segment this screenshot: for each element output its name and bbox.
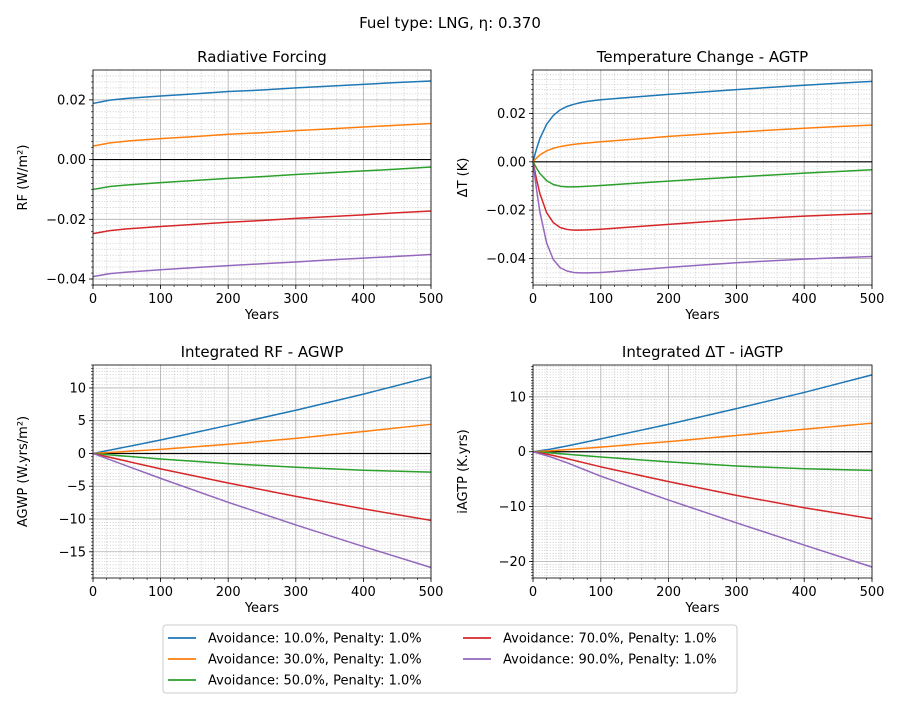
series-line-4: [92, 452, 432, 522]
x-tick-label: 0: [529, 585, 537, 600]
series-line-5: [92, 452, 432, 569]
series-line-3: [92, 452, 432, 473]
y-tick-label: −20: [499, 555, 526, 570]
x-axis-label: Years: [244, 601, 280, 616]
series-line-1: [532, 80, 873, 162]
series-line-3: [532, 161, 873, 188]
x-tick-label: 0: [89, 292, 97, 307]
y-tick-label: 0: [518, 445, 526, 460]
x-tick-label: 500: [860, 585, 885, 600]
y-axis-label: AGWP (W.yrs/m²): [16, 416, 31, 527]
y-axis-label: RF (W/m²): [16, 145, 31, 211]
x-tick-label: 100: [148, 292, 173, 307]
x-tick-label: 300: [724, 292, 749, 307]
x-tick-label: 200: [216, 585, 241, 600]
x-tick-label: 300: [283, 585, 308, 600]
x-tick-label: 300: [724, 585, 749, 600]
x-axis-label: Years: [684, 601, 720, 616]
y-tick-label: −0.04: [46, 273, 86, 288]
x-tick-label: 0: [529, 292, 537, 307]
panel-1: 0 100 200 300 400 500 −0.04 −0.02 0.00 0.02 Radiat…: [16, 48, 443, 323]
series-line-2: [532, 422, 873, 453]
series-line-3: [92, 166, 432, 191]
x-tick-label: 0: [89, 585, 97, 600]
x-tick-label: 500: [419, 585, 444, 600]
legend-item: Avoidance: 70.0%, Penalty: 1.0%: [463, 632, 717, 647]
series-line-1: [92, 80, 432, 105]
x-axis-label: Years: [684, 308, 720, 323]
x-tick-label: 400: [792, 585, 817, 600]
y-tick-label: 10: [509, 390, 526, 405]
y-axis-label: iAGTP (K.yrs): [456, 429, 471, 513]
axes-frame: [92, 364, 432, 579]
y-tick-label: −0.04: [486, 252, 526, 267]
series-line-2: [92, 122, 432, 147]
panel-title: Integrated ΔT - iAGTP: [622, 343, 783, 361]
panel-title: Integrated RF - AGWP: [181, 343, 344, 361]
series-line-4: [92, 210, 432, 235]
axes-frame: [532, 364, 873, 579]
x-tick-label: 400: [792, 292, 817, 307]
legend: Avoidance: 10.0%, Penalty: 1.0% Avoidance…: [162, 624, 738, 694]
x-tick-label: 400: [351, 585, 376, 600]
series-line-2: [532, 124, 873, 163]
x-tick-label: 200: [656, 585, 681, 600]
x-axis-label: Years: [244, 308, 280, 323]
series-line-4: [532, 451, 873, 520]
y-tick-label: 0.02: [57, 93, 86, 108]
x-tick-label: 300: [283, 292, 308, 307]
panel-4: 0 100 200 300 400 500 −20 −10 0 10 Integrated ΔT -…: [456, 343, 884, 616]
y-tick-label: 10: [69, 381, 86, 396]
y-tick-label: −10: [499, 500, 526, 515]
figure-title: Fuel type: LNG, η: 0.370: [359, 14, 541, 32]
legend-item: Avoidance: 90.0%, Penalty: 1.0%: [463, 653, 717, 668]
y-tick-label: 0.02: [497, 107, 526, 122]
axes-frame: [532, 69, 873, 286]
legend-label: Avoidance: 50.0%, Penalty: 1.0%: [208, 674, 422, 689]
y-tick-label: −0.02: [46, 213, 86, 228]
y-tick-label: −0.02: [486, 204, 526, 219]
x-tick-label: 500: [860, 292, 885, 307]
legend-frame: [162, 624, 738, 694]
y-tick-label: 0: [78, 447, 86, 462]
panel-title: Temperature Change - AGTP: [596, 48, 808, 66]
x-tick-label: 100: [588, 292, 613, 307]
y-tick-label: 5: [78, 414, 86, 429]
y-tick-label: 0.00: [497, 155, 526, 170]
legend-label: Avoidance: 70.0%, Penalty: 1.0%: [503, 632, 717, 647]
x-tick-label: 400: [351, 292, 376, 307]
legend-item: Avoidance: 30.0%, Penalty: 1.0%: [168, 653, 422, 668]
axes-background: [93, 365, 431, 578]
y-tick-label: −5: [67, 480, 86, 495]
y-tick-label: −15: [59, 545, 86, 560]
series-line-2: [92, 423, 432, 455]
series-line-1: [92, 376, 432, 455]
series-line-5: [92, 253, 432, 278]
legend-label: Avoidance: 30.0%, Penalty: 1.0%: [208, 653, 422, 668]
panel-2: 0 100 200 300 400 500 −0.04 −0.02 0.00 0.02 Temper…: [456, 48, 884, 323]
panel-3: 0 100 200 300 400 500 −15 −10 −5 0 5 10 Integrated R…: [16, 343, 443, 616]
x-tick-label: 100: [588, 585, 613, 600]
y-tick-label: 0.00: [57, 153, 86, 168]
x-tick-label: 200: [656, 292, 681, 307]
x-tick-label: 100: [148, 585, 173, 600]
x-tick-label: 500: [419, 292, 444, 307]
axes-background: [533, 70, 872, 285]
legend-item: Avoidance: 50.0%, Penalty: 1.0%: [168, 674, 422, 689]
panel-title: Radiative Forcing: [197, 48, 327, 66]
legend-item: Avoidance: 10.0%, Penalty: 1.0%: [168, 632, 422, 647]
series-line-1: [532, 374, 873, 453]
x-tick-label: 200: [216, 292, 241, 307]
series-line-3: [532, 450, 873, 472]
series-line-5: [532, 161, 873, 274]
legend-label: Avoidance: 90.0%, Penalty: 1.0%: [503, 653, 717, 668]
y-axis-label: ΔT (K): [456, 158, 471, 198]
y-tick-label: −10: [59, 513, 86, 528]
series-line-4: [532, 161, 873, 231]
legend-label: Avoidance: 10.0%, Penalty: 1.0%: [208, 632, 422, 647]
series-line-5: [532, 451, 873, 568]
